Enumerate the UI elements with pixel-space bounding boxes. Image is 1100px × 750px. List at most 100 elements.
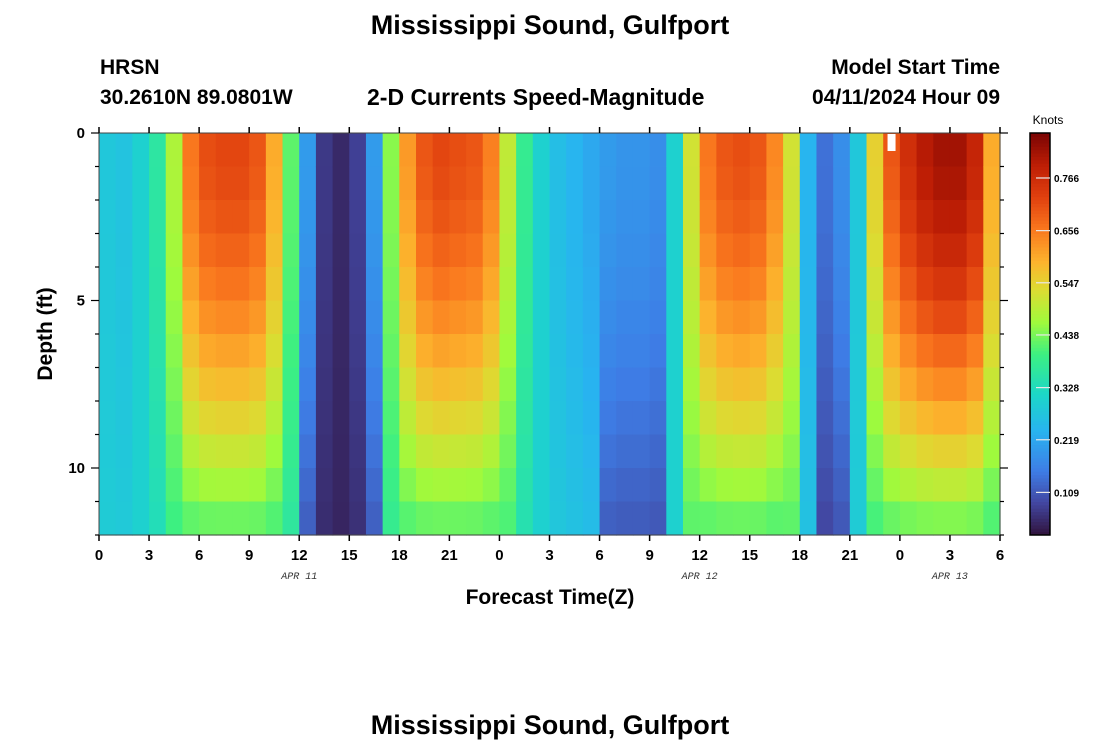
colorbar-segment (1030, 297, 1050, 301)
heatmap-cell (566, 401, 584, 436)
heatmap-cell (466, 367, 484, 402)
colorbar-segment (1030, 364, 1050, 368)
heatmap-cell (666, 233, 684, 268)
heatmap-cell (149, 267, 167, 302)
heatmap-cell (499, 367, 517, 402)
heatmap-cell (766, 133, 784, 168)
colorbar-segment (1030, 210, 1050, 214)
colorbar-segment (1030, 434, 1050, 439)
heatmap-cell (99, 501, 117, 536)
heatmap-cell (132, 468, 150, 503)
heatmap-cell (582, 300, 601, 335)
heatmap-cell (649, 300, 667, 335)
colorbar-segment (1030, 196, 1050, 201)
heatmap-cell (582, 367, 601, 402)
heatmap-cell (733, 233, 751, 268)
heatmap-cell (165, 133, 184, 168)
x-tick-label: 21 (441, 547, 458, 564)
heatmap-cell (699, 200, 717, 235)
heatmap-cell (265, 233, 284, 268)
colorbar-segment (1030, 350, 1050, 355)
heatmap-cell (249, 401, 267, 436)
heatmap-cell (449, 133, 467, 168)
date-label: APR 13 (931, 572, 968, 583)
heatmap-cell (949, 166, 968, 201)
heatmap-cell (566, 300, 584, 335)
heatmap-cell (799, 233, 818, 268)
colorbar-segment (1030, 139, 1050, 144)
y-axis-title: Depth (ft) (34, 287, 57, 380)
colorbar-segment (1030, 246, 1050, 251)
heatmap-cell (432, 501, 450, 536)
heatmap-cell (866, 334, 884, 369)
colorbar-segment (1030, 143, 1050, 147)
heatmap-cell (349, 166, 367, 201)
heatmap-cell (115, 367, 133, 402)
colorbar-segment (1030, 528, 1050, 533)
heatmap-cell (599, 501, 617, 536)
station-coordinates: 30.2610N 89.0801W (100, 86, 293, 109)
heatmap-cell (115, 267, 133, 302)
heatmap-cell (833, 133, 851, 168)
heatmap-cell (365, 367, 384, 402)
heatmap-cell (566, 468, 584, 503)
colorbar-segment (1030, 464, 1050, 469)
heatmap-cell (866, 200, 884, 235)
heatmap-cell (733, 468, 751, 503)
heatmap-cell (549, 401, 567, 436)
heatmap-cell (232, 233, 250, 268)
heatmap-cell (532, 367, 551, 402)
heatmap-cell (682, 233, 701, 268)
heatmap-cell (833, 233, 851, 268)
heatmap-cell (299, 367, 317, 402)
heatmap-cell (165, 300, 184, 335)
heatmap-cell (516, 367, 534, 402)
colorbar-segment (1030, 380, 1050, 385)
heatmap-cell (482, 300, 501, 335)
heatmap-cell (149, 367, 167, 402)
colorbar-units: Knots (1033, 113, 1064, 127)
x-tick-label: 15 (341, 547, 358, 564)
colorbar-segment (1030, 354, 1050, 358)
heatmap-cell (399, 166, 417, 201)
heatmap-cell (499, 133, 517, 168)
heatmap-cell (966, 300, 984, 335)
heatmap-cell (816, 233, 834, 268)
heatmap-cell (499, 334, 517, 369)
colorbar-segment (1030, 478, 1050, 482)
colorbar-segment (1030, 240, 1050, 245)
heatmap-cell (949, 501, 968, 536)
colorbar-segment (1030, 498, 1050, 502)
heatmap-cell (632, 300, 651, 335)
colorbar-segment (1030, 347, 1050, 352)
colorbar-segment (1030, 216, 1050, 221)
heatmap-cell (165, 401, 184, 436)
heatmap-cell (249, 133, 267, 168)
heatmap-cell (332, 434, 350, 469)
heatmap-cell (983, 133, 1001, 168)
heatmap-cell (449, 166, 467, 201)
colorbar-segment (1030, 488, 1050, 492)
colorbar-segment (1030, 411, 1050, 415)
colorbar-segment (1030, 390, 1050, 395)
heatmap-cell (466, 434, 484, 469)
heatmap-cell (682, 200, 701, 235)
heatmap-cell (99, 267, 117, 302)
heatmap-cell (733, 367, 751, 402)
heatmap-cell (466, 334, 484, 369)
heatmap-cell (416, 267, 434, 302)
colorbar-segment (1030, 424, 1050, 429)
x-tick-label: 6 (595, 547, 603, 564)
heatmap-cell (482, 501, 501, 536)
heatmap-cell (733, 133, 751, 168)
heatmap-cell (382, 468, 400, 503)
heatmap-cell (849, 401, 868, 436)
heatmap-cell (566, 367, 584, 402)
colorbar-segment (1030, 357, 1050, 362)
heatmap-cell (99, 133, 117, 168)
colorbar-segment (1030, 220, 1050, 224)
date-label: APR 11 (280, 572, 317, 583)
x-tick-label: 0 (95, 547, 103, 564)
colorbar-segment (1030, 514, 1050, 519)
heatmap-cell (916, 367, 934, 402)
